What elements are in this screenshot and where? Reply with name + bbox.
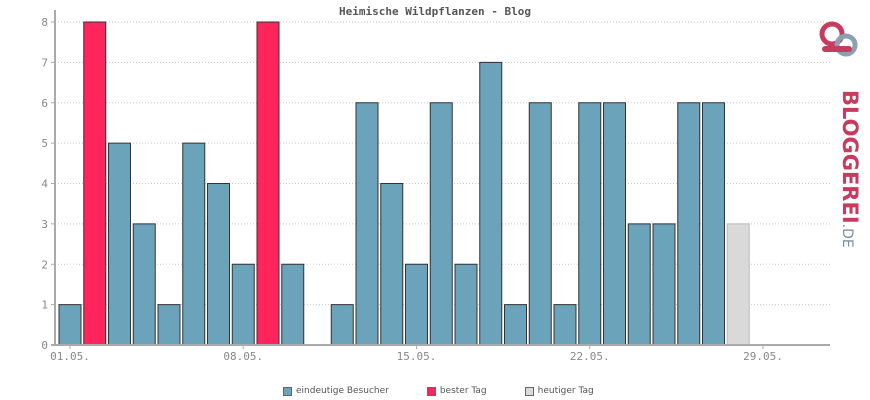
- y-tick-label: 8: [41, 16, 48, 29]
- bar-day-13: [355, 102, 379, 346]
- legend-swatch-visitors: [283, 386, 292, 396]
- bar-day-18: [479, 61, 503, 346]
- y-tick-label: 4: [41, 178, 48, 191]
- bar-day-17: [454, 263, 478, 346]
- bar-day-25: [652, 223, 676, 346]
- bar-day-12: [330, 304, 354, 346]
- y-tick-label: 5: [41, 137, 48, 150]
- legend-label-best-day: bester Tag: [439, 386, 487, 396]
- y-tick-label: 2: [41, 258, 48, 271]
- legend-item-visitors: eindeutige Besucher: [283, 386, 389, 396]
- bar-day-7: [207, 183, 230, 346]
- y-tick-label: 3: [41, 218, 48, 231]
- bar-day-27: [702, 102, 725, 346]
- x-tick-label: 15.05.: [397, 350, 437, 363]
- chart-title: Heimische Wildpflanzen - Blog: [339, 5, 531, 18]
- bar-day-5: [157, 304, 181, 346]
- bar-day-1: [58, 304, 82, 346]
- x-tick-label: 08.05.: [223, 350, 263, 363]
- legend-swatch-today: [524, 386, 534, 396]
- bar-day-22: [578, 102, 602, 346]
- bar-day-6: [182, 142, 206, 346]
- x-tick-label: 01.05.: [50, 350, 90, 363]
- bar-day-23: [603, 102, 626, 346]
- bar-day-24: [627, 223, 651, 346]
- bar-day-26: [677, 102, 701, 346]
- bloggerei-logo[interactable]: BLOGGEREI.DE: [810, 18, 862, 248]
- y-tick-label: 6: [41, 97, 48, 110]
- bar-day-15: [405, 263, 428, 346]
- legend-label-today: heutiger Tag: [537, 386, 594, 396]
- bar-day-20: [528, 102, 552, 346]
- bar-day-9: [256, 21, 280, 346]
- bar-day-16: [429, 102, 453, 346]
- bar-day-21: [553, 304, 577, 346]
- legend-swatch-best-day: [426, 386, 436, 396]
- bar-day-10: [281, 263, 305, 346]
- x-tick-label: 29.05.: [743, 350, 783, 363]
- legend-label-visitors: eindeutige Besucher: [296, 386, 389, 396]
- bar-day-8: [231, 263, 255, 346]
- y-tick-label: 0: [41, 339, 48, 352]
- bar-day-4: [132, 223, 156, 346]
- y-tick-label: 1: [41, 299, 48, 312]
- bloggerei-logo-icon: [819, 21, 858, 57]
- bloggerei-logo-text: BLOGGEREI.DE: [838, 90, 862, 248]
- legend-item-best-day: bester Tag: [426, 386, 487, 396]
- bar-day-3: [108, 142, 131, 346]
- legend-item-today: heutiger Tag: [524, 386, 594, 396]
- bar-day-28: [726, 223, 750, 346]
- x-tick-label: 22.05.: [570, 350, 610, 363]
- bar-day-2: [83, 21, 107, 346]
- bar-day-19: [504, 304, 527, 346]
- bar-day-14: [380, 183, 404, 346]
- y-tick-label: 7: [41, 56, 48, 69]
- chart-legend: eindeutige Besucher bester Tag heutiger …: [283, 386, 594, 396]
